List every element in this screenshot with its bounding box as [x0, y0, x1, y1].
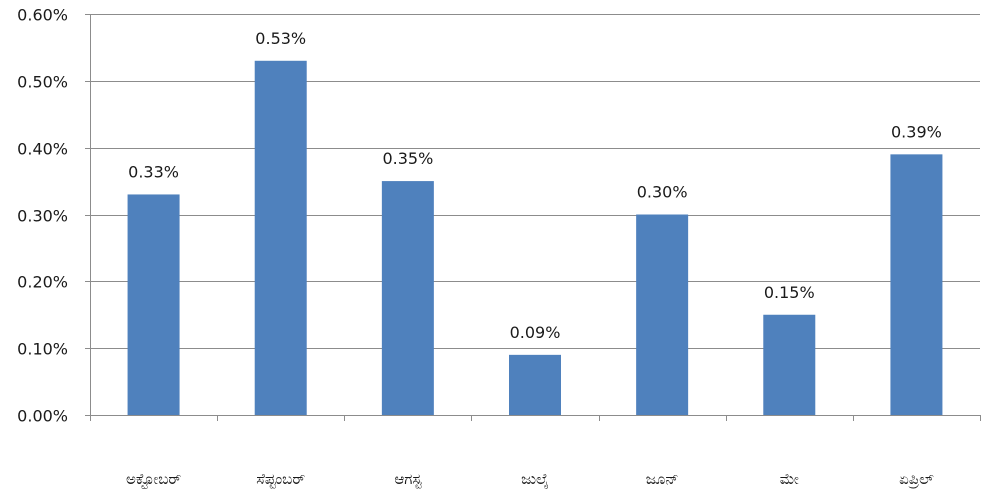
x-category-label: ಸೆಪ್ಟಂಬರ್	[256, 470, 305, 488]
bars	[127, 60, 943, 416]
data-label: 0.15%	[764, 283, 815, 302]
x-category-label: ಜೂನ್	[646, 470, 679, 488]
bar	[509, 354, 561, 415]
data-label: 0.09%	[510, 323, 561, 342]
bar	[636, 214, 689, 415]
y-tick-label: 0.20%	[17, 273, 68, 292]
x-category-label: ಅಕ್ಟೋಬರ್	[126, 470, 181, 488]
labels: 0.00% 0.10% 0.20% 0.30% 0.40% 0.50% 0.60% 0.33%…	[17, 6, 942, 490]
y-tick-label: 0.30%	[17, 207, 68, 226]
x-category-label: ಜುಲೈ	[521, 470, 549, 489]
data-label: 0.35%	[382, 149, 433, 168]
y-tick-label: 0.60%	[17, 6, 68, 25]
y-tick-label: 0.10%	[17, 340, 68, 359]
x-category-label: ಮೇ	[780, 470, 800, 488]
bar	[381, 181, 434, 415]
data-label: 0.53%	[255, 29, 306, 48]
axes	[85, 14, 981, 421]
bar	[127, 194, 180, 415]
bar	[763, 314, 816, 415]
y-tick-label: 0.40%	[17, 140, 68, 159]
gridlines	[90, 14, 980, 349]
y-tick-label: 0.00%	[17, 407, 68, 426]
bar	[254, 60, 307, 416]
x-category-label: ಏಪ್ರಿಲ್	[899, 470, 934, 488]
data-label: 0.33%	[128, 162, 179, 181]
x-category-label: ಆಗಸ್ಟ	[394, 470, 422, 488]
data-label: 0.30%	[637, 183, 688, 202]
bar	[890, 154, 943, 415]
data-label: 0.39%	[891, 122, 942, 141]
y-tick-label: 0.50%	[17, 73, 68, 92]
